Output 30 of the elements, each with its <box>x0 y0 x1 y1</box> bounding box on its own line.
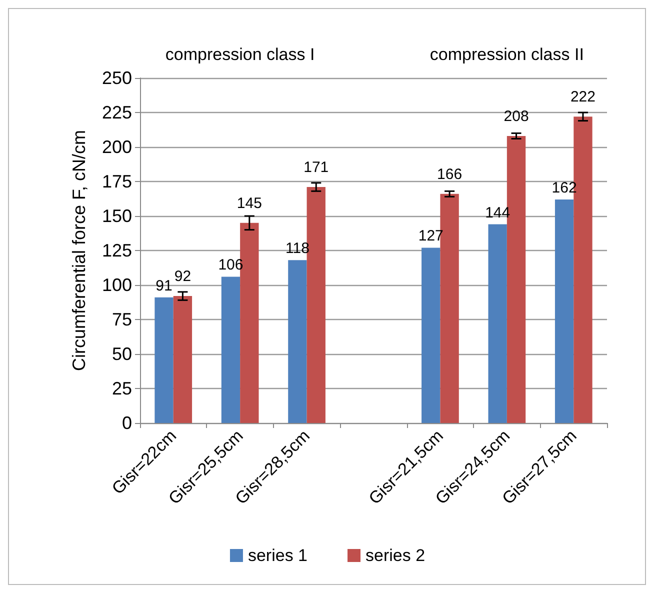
y-tick-label: 25 <box>112 378 132 398</box>
text: compression class II <box>430 45 584 64</box>
data-label: 166 <box>437 166 462 183</box>
y-tick-label: 250 <box>102 68 132 88</box>
text: compression class I <box>165 45 315 64</box>
y-tick-label: 150 <box>102 206 132 226</box>
y-axis-title: Circumferential force F, cN/cm <box>69 130 89 372</box>
y-tick-label: 175 <box>102 172 132 192</box>
y-tick-label: 50 <box>112 344 132 364</box>
y-tick-label: 75 <box>112 310 132 330</box>
data-label: 145 <box>236 194 262 212</box>
legend-label: series 1 <box>248 546 308 565</box>
y-tick-label: 225 <box>102 102 132 122</box>
data-label: 91 <box>156 277 172 294</box>
data-label: 222 <box>570 88 596 106</box>
y-tick-label: 200 <box>102 137 132 157</box>
bar <box>488 224 507 423</box>
bar <box>554 199 574 423</box>
data-label: 208 <box>504 108 529 125</box>
bar <box>288 260 307 423</box>
bar <box>173 296 192 423</box>
bar <box>221 276 240 423</box>
data-label: 171 <box>304 159 329 176</box>
bar <box>422 248 440 423</box>
y-tick-label: 0 <box>122 413 132 433</box>
y-tick-label: 125 <box>102 240 132 260</box>
data-label: 92 <box>174 268 192 286</box>
legend-label: series 2 <box>366 546 426 565</box>
bar <box>154 297 174 423</box>
y-tick-label: 100 <box>102 275 132 295</box>
